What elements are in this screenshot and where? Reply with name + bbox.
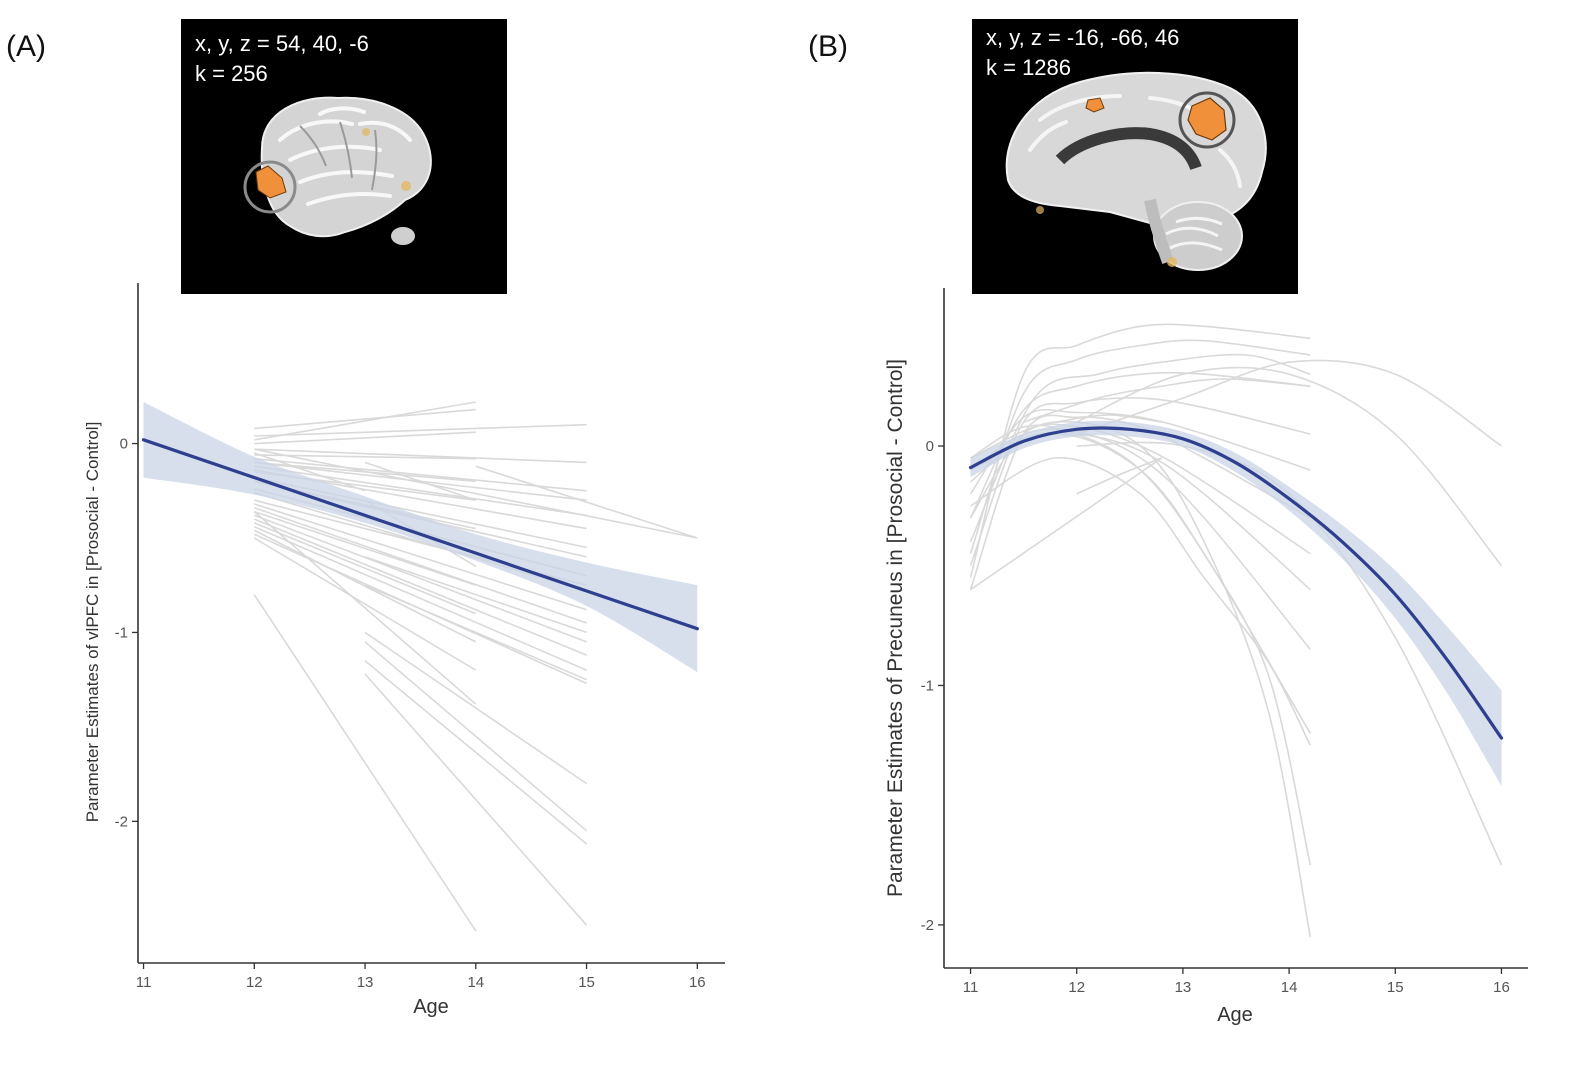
panel-b-individual-line — [970, 457, 1312, 746]
panel-b-x-tick-label: 15 — [1387, 979, 1404, 996]
panel-b-ticks: 11 12 13 14 15 16 0 -1 -2 — [921, 438, 1510, 996]
panel-a-x-tick-label: 13 — [357, 974, 374, 991]
panel-a-inset: x, y, z = 54, 40, -6 k = 256 — [181, 19, 507, 294]
panel-a-individual-line — [364, 673, 588, 926]
panel-b-individual-line — [970, 457, 1163, 591]
panel-b-individual-line — [1076, 457, 1162, 495]
panel-a-individual-line — [254, 514, 587, 643]
panel-a-individual-line — [254, 503, 587, 611]
panel-a-individual-line — [253, 594, 477, 932]
panel-a-individual-line — [254, 465, 587, 517]
panel-a-individual-line — [253, 529, 477, 643]
panel-a-ticks: 11 12 13 14 15 16 0 -1 -2 — [115, 436, 706, 991]
panel-b-individual-line — [1076, 359, 1502, 447]
panel-a-inset-coords: x, y, z = 54, 40, -6 — [195, 31, 369, 56]
panel-b-individual-line — [969, 409, 1311, 495]
panel-a-individual-line — [364, 584, 587, 681]
panel-a-x-tick-label: 14 — [467, 974, 484, 991]
panel-a-individual-line — [475, 465, 698, 539]
panel-a-individual-line — [254, 448, 587, 464]
panel-a-x-tick-label: 16 — [689, 974, 706, 991]
panel-a-individual-line — [254, 448, 698, 539]
panel-b-fit-group — [968, 426, 1504, 740]
panel-b-individual-line — [1023, 378, 1311, 423]
panel-b-y-tick-label: -1 — [921, 677, 934, 694]
panel-b-confidence-ribbon — [970, 420, 1502, 786]
panel-a-individual-line — [254, 457, 587, 492]
panel-a-individual-line — [364, 556, 587, 634]
panel-a-individual-line — [253, 537, 477, 671]
panel-a-label: (A) — [6, 30, 46, 63]
panel-a-individual-line — [254, 401, 476, 441]
panel-a-individual-line — [254, 507, 587, 624]
panel-a-fit-line — [141, 438, 699, 631]
panel-b-inset-cluster-size: k = 1286 — [986, 55, 1071, 80]
panel-a-individual-line — [254, 452, 366, 492]
panel-b-y-tick-label: -2 — [921, 917, 934, 934]
panel-b-individual-line — [969, 414, 1311, 590]
panel-a-ribbon-group — [143, 402, 698, 673]
panel-a-individual-line — [253, 518, 587, 656]
panel-a-individual-line — [254, 423, 587, 437]
panel-a-y-tick-label: 0 — [120, 436, 128, 453]
panel-a-x-tick-label: 12 — [246, 974, 263, 991]
panel-b-x-tick-label: 12 — [1068, 979, 1085, 996]
panel-b-x-tick-label: 13 — [1175, 979, 1192, 996]
panel-a-individual-line — [364, 631, 588, 785]
panel-a-individual-line — [253, 522, 477, 615]
panel-a-x-tick-label: 11 — [136, 974, 152, 991]
panel-b-label: (B) — [808, 30, 848, 63]
panel-a-x-label: Age — [413, 996, 449, 1018]
panel-a-y-tick-label: -1 — [115, 624, 128, 641]
panel-a-fit-group — [141, 438, 699, 631]
panel-a-individual-line — [254, 454, 476, 460]
panel-b-individual-line — [969, 397, 1311, 566]
panel-b-inset: x, y, z = -16, -66, 46 k = 1286 — [972, 19, 1298, 294]
brain-sagittal-icon — [1005, 71, 1267, 271]
panel-a-inset-cluster-size: k = 256 — [195, 61, 268, 86]
panel-a-individual-line — [253, 510, 477, 705]
panel-b-x-tick-label: 11 — [963, 979, 979, 996]
panel-b-x-label: Age — [1217, 1004, 1253, 1026]
panel-b: (B) 11 12 13 14 15 16 0 -1 -2 Age Parameter Esti… — [808, 19, 1528, 1026]
panel-b-ribbon-group — [970, 420, 1502, 786]
panel-a: (A) 11 12 13 14 15 16 0 -1 -2 Age Parameter Esti… — [6, 19, 725, 1018]
panel-a-individual-line — [254, 431, 476, 445]
panel-a-individual-line — [364, 660, 588, 845]
panel-b-individual-line — [1055, 414, 1162, 423]
panel-a-individual-line — [253, 525, 587, 671]
panel-b-individual-line — [969, 353, 1311, 543]
panel-a-individual-line — [254, 408, 476, 430]
panel-a-x-tick-label: 15 — [578, 974, 595, 991]
panel-b-fit-line — [968, 426, 1504, 740]
panel-b-individual-line — [1076, 366, 1503, 567]
panel-a-confidence-ribbon — [143, 402, 698, 673]
panel-b-y-tick-label: 0 — [926, 438, 934, 455]
panel-a-y-tick-label: -2 — [115, 813, 128, 830]
panel-a-y-label: Parameter Estimates of vlPFC in [Prosoci… — [83, 422, 102, 823]
panel-b-inset-coords: x, y, z = -16, -66, 46 — [986, 25, 1179, 50]
panel-b-x-tick-label: 14 — [1281, 979, 1298, 996]
panel-a-individual-line — [364, 641, 588, 832]
panel-a-individual-line — [364, 461, 477, 501]
panel-b-individual-lines — [969, 323, 1503, 938]
brain-lateral-icon — [243, 96, 432, 245]
panel-b-x-tick-label: 16 — [1493, 979, 1510, 996]
panel-b-y-label: Parameter Estimates of Precuneus in [Pro… — [884, 359, 907, 897]
panel-b-individual-line — [970, 420, 1312, 938]
panel-a-individual-line — [254, 510, 477, 586]
